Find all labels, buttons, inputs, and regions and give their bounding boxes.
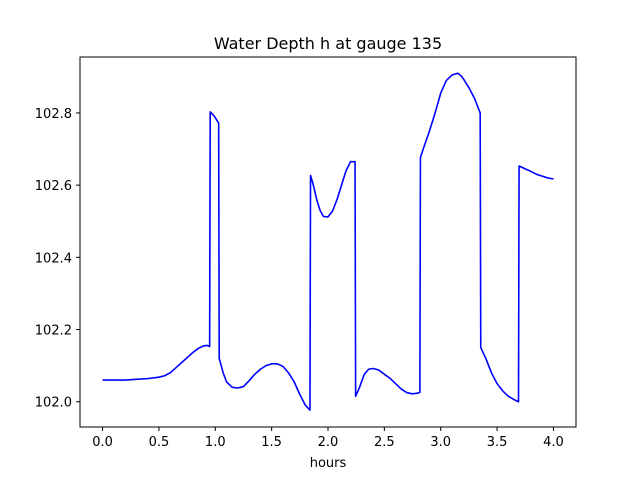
x-axis: 0.0 0.5 1.0 1.5 2.0 2.5 3.0 3.5 4.0 <box>92 427 564 450</box>
y-tick-label: 102.2 <box>35 324 72 339</box>
x-tick-label: 1.5 <box>261 435 282 450</box>
x-tick-label: 3.0 <box>430 435 451 450</box>
series-layer <box>102 72 554 411</box>
x-tick-label: 2.5 <box>374 435 395 450</box>
y-tick-label: 102.6 <box>35 179 72 194</box>
chart-title: Water Depth h at gauge 135 <box>214 34 442 53</box>
x-tick-label: 2.0 <box>318 435 339 450</box>
x-axis-label: hours <box>310 456 347 471</box>
plot-frame <box>79 56 577 428</box>
plot-area <box>80 57 576 427</box>
series-line-0 <box>102 72 554 411</box>
y-tick-label: 102.0 <box>35 396 72 411</box>
x-tick-label: 4.0 <box>543 435 564 450</box>
x-tick-label: 0.0 <box>92 435 113 450</box>
x-tick-label: 0.5 <box>149 435 170 450</box>
x-tick-label: 3.5 <box>487 435 508 450</box>
y-tick-label: 102.8 <box>35 107 72 122</box>
y-tick-label: 102.4 <box>35 251 72 266</box>
x-tick-label: 1.0 <box>205 435 226 450</box>
y-axis: 102.0 102.2 102.4 102.6 102.8 <box>35 107 80 411</box>
